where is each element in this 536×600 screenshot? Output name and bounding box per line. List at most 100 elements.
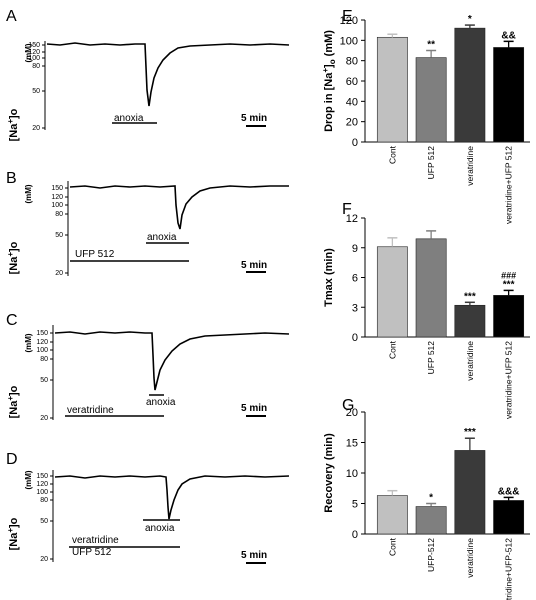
category-label: veratridine	[465, 146, 475, 186]
y-ticks: 150 120 100 80 50 20	[28, 42, 45, 132]
bar	[493, 295, 525, 338]
bar	[454, 450, 486, 535]
y-title-unit: (mM)	[323, 30, 335, 60]
y-axis-unit: (mM)	[24, 470, 33, 489]
bar	[415, 238, 447, 338]
bar	[454, 27, 486, 143]
significance-label: **	[427, 40, 435, 51]
scale-label: 5 min	[241, 113, 267, 124]
y-axis-unit: (mM)	[24, 43, 33, 62]
sodium-trace	[69, 185, 289, 230]
tick-label: 100	[51, 202, 63, 209]
drug-label: veratridine	[67, 405, 114, 416]
y-title-sup: +	[321, 68, 330, 73]
y-tick-label: 5	[352, 499, 358, 511]
category-label: veratridine	[465, 341, 475, 381]
y-label-sup: +	[6, 528, 15, 533]
y-title-main: Drop in [Na	[323, 72, 335, 132]
y-tick-label: 12	[346, 213, 358, 225]
drug-label: UFP 512	[75, 249, 115, 260]
tick-label: 20	[32, 125, 40, 132]
bar	[376, 495, 408, 535]
y-ticks: 150 120 100 80 50 20	[51, 185, 68, 277]
anoxia-label: anoxia	[146, 397, 176, 408]
y-tick-label: 100	[340, 35, 358, 47]
bar	[493, 500, 525, 535]
category-label: Cont	[387, 145, 397, 164]
y-tick-label: 0	[352, 529, 358, 541]
drug-label: veratridine	[72, 535, 119, 546]
sodium-trace	[54, 475, 290, 520]
bar	[376, 36, 408, 143]
y-tick-label: 10	[346, 468, 358, 480]
bar-panel-e: E Drop in [Na+]o (mM) 0 20 40 60 80 100 120 Cont *…	[321, 8, 530, 224]
y-title-main: Tmax (min)	[323, 248, 335, 307]
anoxia-label: anoxia	[147, 232, 177, 243]
anoxia-label: anoxia	[145, 523, 175, 534]
y-label-main: [Na	[8, 400, 20, 419]
bar-panel-g: G Recovery (min) 0 5 10 15 20 Cont * UFP-512 *** ve…	[323, 397, 530, 600]
y-axis-unit: (mM)	[24, 333, 33, 352]
panel-letter: C	[6, 312, 18, 329]
category-label: veratridine+UFP 512	[504, 341, 514, 419]
y-label-sup: +	[6, 396, 15, 401]
y-axis-unit: (mM)	[24, 184, 33, 203]
y-tick-label: 9	[352, 243, 358, 255]
y-tick-label: 40	[346, 96, 358, 108]
category-label: Cont	[387, 537, 397, 556]
significance-label: *	[468, 14, 472, 25]
tick-label: 120	[51, 194, 63, 201]
y-tick-label: 20	[346, 407, 358, 419]
tick-label: 20	[55, 270, 63, 277]
tick-label: 50	[32, 88, 40, 95]
y-axis-label: [Na+]o	[6, 517, 20, 550]
category-label: veratridine	[465, 538, 475, 578]
significance-label: ***	[464, 291, 476, 302]
category-label: UFP 512	[426, 341, 436, 375]
y-tick-label: 120	[340, 15, 358, 27]
y-tick-label: 0	[352, 332, 358, 344]
y-axis-title: Tmax (min)	[323, 248, 335, 307]
significance-label: ***	[464, 427, 476, 438]
tick-label: 120	[36, 339, 48, 346]
y-ticks: 150 120 100 80 50 20	[36, 330, 53, 422]
tick-label: 120	[36, 481, 48, 488]
y-tick-label: 6	[352, 273, 358, 285]
tick-label: 150	[36, 330, 48, 337]
y-title-end: ]	[323, 64, 335, 68]
scale-label: 5 min	[241, 403, 267, 414]
y-label-main: [Na	[8, 123, 20, 142]
y-label-end: ]o	[8, 241, 20, 252]
panel-letter: G	[342, 397, 354, 414]
trace-panel-d: D [Na+]o (mM) 150 120 100 80 50 20 anoxi…	[6, 451, 290, 564]
y-ticks: 150 120 100 80 50 20	[36, 473, 53, 563]
tick-label: 100	[36, 489, 48, 496]
tick-label: 50	[55, 232, 63, 239]
y-tick-label: 60	[346, 76, 358, 88]
y-label-main: [Na	[8, 532, 20, 551]
scale-label: 5 min	[241, 550, 267, 561]
y-axis-label: [Na+]o	[6, 108, 20, 141]
y-label-end: ]o	[8, 108, 20, 119]
scale-label: 5 min	[241, 260, 267, 271]
category-label: UFP-512	[426, 538, 436, 572]
anoxia-label: anoxia	[114, 113, 144, 124]
bar	[493, 47, 525, 143]
y-title-sub: o	[328, 59, 337, 64]
significance-label: &&&	[498, 486, 520, 497]
y-label-end: ]o	[8, 517, 20, 528]
y-tick-label: 20	[346, 117, 358, 129]
panel-letter: B	[6, 170, 17, 187]
drug-label-2: UFP 512	[72, 547, 112, 558]
category-label: UFP 512	[426, 146, 436, 180]
tick-label: 20	[40, 556, 48, 563]
trace-panel-b: B [Na+]o (mM) 150 120 100 80 50 20 anoxi…	[6, 170, 289, 277]
tick-label: 80	[40, 497, 48, 504]
panel-letter: D	[6, 451, 18, 468]
tick-label: 20	[40, 415, 48, 422]
bar	[454, 304, 486, 338]
tick-label: 80	[40, 356, 48, 363]
y-label-sup: +	[6, 119, 15, 124]
bar	[376, 246, 408, 338]
